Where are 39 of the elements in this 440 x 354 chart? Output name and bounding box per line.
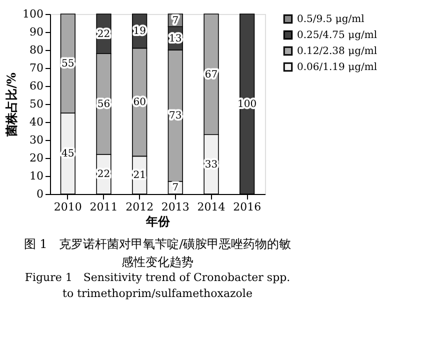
text: Figure 1 Sensitivity trend of Cronobacter spp. to trimethoprim/sulfamethoxazole xyxy=(24,271,290,300)
data-label: 55 xyxy=(62,58,74,70)
data-label: 13 xyxy=(169,33,182,44)
y-tick-label: 0 xyxy=(36,188,44,200)
legend-label: 0.06/1.19 μg/ml xyxy=(297,62,378,73)
data-label: 22 xyxy=(97,28,110,40)
y-tick-label: 20 xyxy=(30,152,44,164)
data-label: 45 xyxy=(62,148,74,160)
data-label: 7 xyxy=(172,182,179,194)
x-tick-label: 2014 xyxy=(197,200,226,214)
data-label: 73 xyxy=(169,110,182,122)
legend-label: 0.12/2.38 μg/ml xyxy=(297,46,378,57)
x-tick-label: 2010 xyxy=(54,200,82,214)
data-label: 19 xyxy=(133,26,146,38)
legend-label: 0.5/9.5 μg/ml xyxy=(297,14,364,25)
x-tick-label: 2012 xyxy=(126,200,154,214)
legend-label: 0.25/4.75 μg/ml xyxy=(297,30,378,41)
y-axis-title: 菌株占比/% xyxy=(4,72,19,138)
y-tick-label: 10 xyxy=(30,170,44,182)
x-axis-title: 年份 xyxy=(145,214,171,228)
y-tick-label: 60 xyxy=(30,80,44,92)
y-tick-label: 50 xyxy=(30,98,44,110)
x-tick-label: 2013 xyxy=(161,200,190,214)
y-tick-label: 100 xyxy=(22,8,44,20)
data-label: 33 xyxy=(204,159,218,170)
data-label: 22 xyxy=(97,169,110,180)
data-label: 7 xyxy=(172,15,179,26)
data-label: 67 xyxy=(204,69,218,80)
y-tick-label: 30 xyxy=(30,134,44,146)
y-tick-label: 70 xyxy=(30,62,44,74)
y-tick-label: 90 xyxy=(30,26,44,38)
data-label: 60 xyxy=(133,97,146,108)
text: 图 1 克罗诺杆菌对甲氧苄啶/磺胺甲恶唑药物的敏感性变化趋势 xyxy=(24,237,292,269)
x-tick-label: 2016 xyxy=(233,200,262,214)
data-label: 21 xyxy=(133,170,146,182)
x-tick-label: 2011 xyxy=(90,200,118,214)
data-label: 56 xyxy=(97,99,110,110)
y-tick-label: 80 xyxy=(30,44,44,56)
y-tick-label: 40 xyxy=(30,116,44,128)
